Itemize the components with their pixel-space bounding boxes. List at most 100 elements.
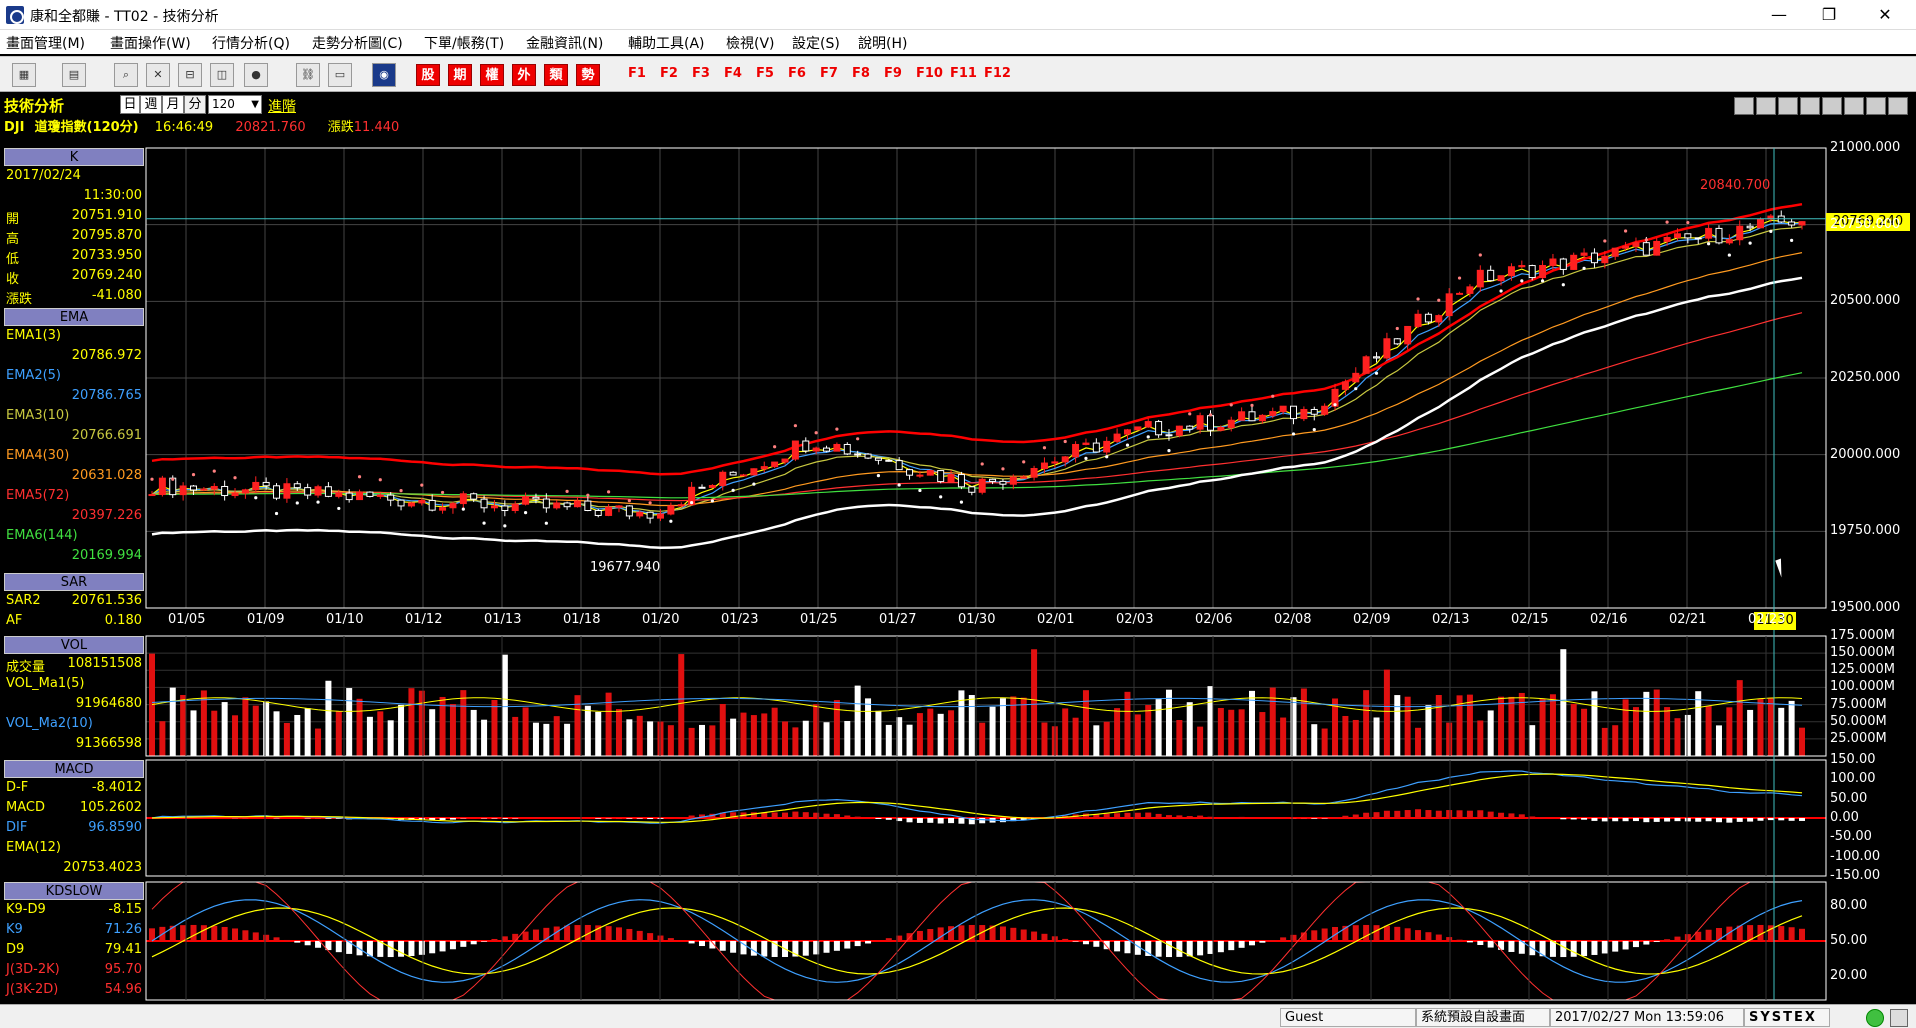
candle-body [1798,221,1806,226]
period-week[interactable]: 週 [140,95,162,114]
advanced-link[interactable]: 進階 [268,99,296,115]
menu-item-screen-operation[interactable]: 畫面操作(W) [110,36,191,52]
macd-histogram-bar [1767,818,1774,821]
status-layout[interactable]: 系統預設自設畫面 [1416,1008,1550,1027]
kd-histogram-bar [1581,941,1588,957]
monitor-icon[interactable]: ▭ [328,63,352,87]
price-y-tick: 20250.000 [1830,370,1901,385]
options-button[interactable]: 權 [480,64,504,86]
candle-body [1663,236,1671,242]
sar-dot [959,500,964,504]
kd-histogram-bar [1072,941,1079,942]
f2-key[interactable]: F2 [660,66,678,81]
symbol-name: 道瓊指數(120分) [34,120,139,135]
volume-bar [605,692,612,756]
search-plus-icon[interactable] [1800,97,1820,115]
macd-histogram-bar [1632,818,1639,822]
trend-button[interactable]: 勢 [576,64,600,86]
split-h-icon[interactable]: ⊟ [178,63,202,87]
zoom-in-icon[interactable] [1756,97,1776,115]
f9-key[interactable]: F9 [884,66,902,81]
kd-histogram-bar [1332,926,1339,941]
k-date: 2017/02/24 [6,168,81,183]
f6-key[interactable]: F6 [788,66,806,81]
menu-item-tools[interactable]: 輔助工具(A) [628,36,705,52]
kd-histogram-bar [844,941,851,949]
kd-histogram-bar [999,926,1006,941]
candle-body [1445,293,1453,317]
menu-item-screen-management[interactable]: 畫面管理(M) [6,36,86,52]
volume-bar [1134,714,1141,756]
period-day[interactable]: 日 [120,95,140,114]
kd-histogram-bar [647,933,654,941]
period-month[interactable]: 月 [162,95,184,114]
sar-dot [1520,279,1524,283]
search-minus-icon[interactable] [1778,97,1798,115]
macd-histogram-bar [1466,810,1473,818]
coin-icon[interactable]: ● [244,63,268,87]
window-icon[interactable] [1866,97,1886,115]
export-icon[interactable] [1888,97,1908,115]
layout-icon[interactable]: ▦ [12,63,36,87]
period-minute[interactable]: 分 [184,95,206,114]
f11-key[interactable]: F11 [950,66,977,81]
f1-key[interactable]: F1 [628,66,646,81]
save-chart-icon[interactable] [1844,97,1864,115]
candle-body [625,505,633,517]
volume-frame [145,635,1827,757]
f5-key[interactable]: F5 [756,66,774,81]
macd-histogram-bar [211,817,218,818]
ema12-value: 20753.4023 [63,860,142,875]
kd-histogram-bar [1176,941,1183,957]
macd-histogram-bar [1591,818,1598,821]
f7-key[interactable]: F7 [820,66,838,81]
menu-item-settings[interactable]: 設定(S) [792,36,840,52]
candle-body [1144,421,1152,428]
volume-bar [1425,705,1432,756]
f12-key[interactable]: F12 [984,66,1011,81]
category-button[interactable]: 類 [544,64,568,86]
volume-bar [1747,709,1754,756]
ema-row-value: 20786.765 [71,388,142,403]
vol-ma1-value: 91964680 [75,696,142,711]
kd-histogram-bar [699,941,705,947]
stock-button[interactable]: 股 [416,64,440,86]
menu-item-help[interactable]: 說明(H) [858,36,908,52]
volume-bar [626,719,633,756]
zoom-out-icon[interactable] [1734,97,1754,115]
candle-body [1694,237,1702,240]
volume-bar [294,714,301,756]
settings-gear-icon[interactable] [1890,1009,1908,1027]
candle-body [750,468,758,476]
f10-key[interactable]: F10 [916,66,943,81]
kd-histogram-bar [149,928,155,941]
f8-key[interactable]: F8 [852,66,870,81]
kd-histogram-bar [1342,925,1349,941]
minimize-button[interactable]: — [1771,5,1787,24]
foreign-button[interactable]: 外 [512,64,536,86]
menu-item-financial-info[interactable]: 金融資訊(N) [526,36,604,52]
f3-key[interactable]: F3 [692,66,710,81]
maximize-button[interactable]: ❐ [1821,5,1837,24]
menu-item-trend-chart[interactable]: 走勢分析圖(C) [312,36,403,52]
k-open-value: 20751.910 [71,208,142,223]
menu-item-view[interactable]: 檢視(V) [726,36,775,52]
sar-dot [274,511,279,516]
menu-item-quote-analysis[interactable]: 行情分析(Q) [212,36,290,52]
search-icon[interactable]: ⌕ [114,63,138,87]
macd-histogram-bar [1165,815,1172,818]
close-window-icon[interactable]: ✕ [146,63,170,87]
futures-button[interactable]: 期 [448,64,472,86]
menu-item-orders[interactable]: 下單/帳務(T) [424,36,505,52]
period-select[interactable]: 120 ▼ [208,95,262,114]
candle-body [874,457,882,461]
link-icon[interactable]: ⛓ [296,63,320,87]
close-button[interactable]: ✕ [1878,5,1892,24]
settings-icon[interactable] [1822,97,1842,115]
kd-row-label: K9 [6,922,23,937]
f4-key[interactable]: F4 [724,66,742,81]
split-v-icon[interactable]: ◫ [210,63,234,87]
save-icon[interactable]: ▤ [62,63,86,87]
k9-line [151,899,1803,983]
systex-icon[interactable]: ◉ [372,63,396,87]
